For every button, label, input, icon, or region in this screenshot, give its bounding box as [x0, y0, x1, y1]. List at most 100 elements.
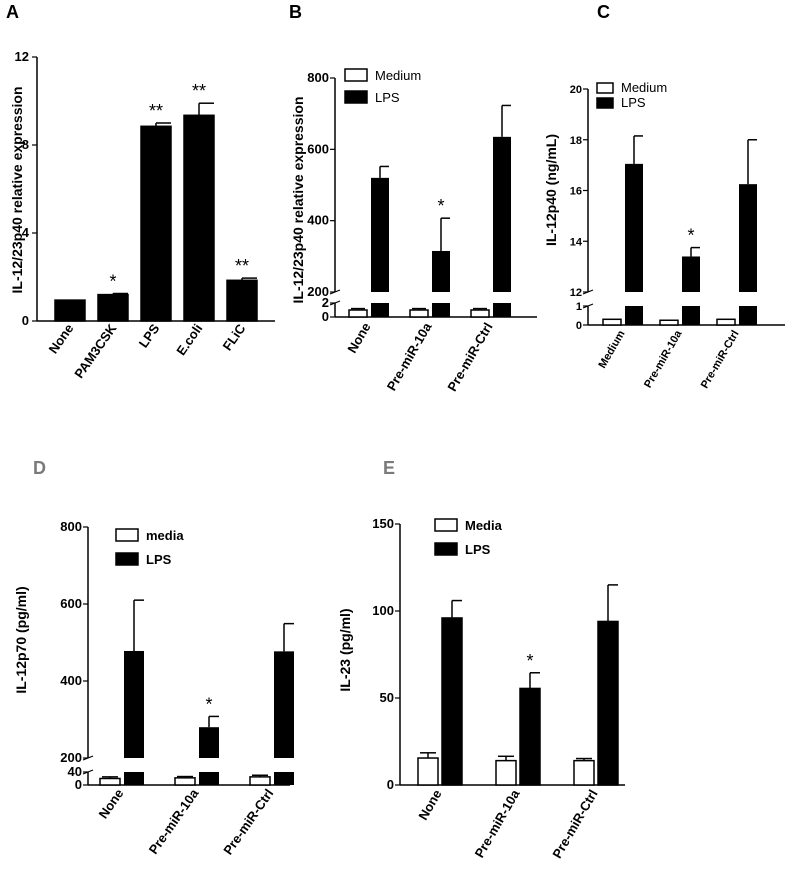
- y-tick-label: 12: [570, 287, 582, 299]
- y-tick-label: 200: [60, 750, 82, 765]
- y-tick-label: 400: [307, 213, 329, 228]
- bar: [97, 293, 129, 322]
- bar: [470, 309, 490, 318]
- x-tick-label: E.coli: [173, 321, 205, 358]
- y-axis-title: IL-12p40 (ng/mL): [543, 134, 559, 246]
- x-tick-label: Pre-miR-10a: [472, 786, 523, 860]
- y-tick-label: 40: [68, 764, 82, 779]
- bar: [124, 650, 144, 758]
- significance-marker: **: [149, 101, 163, 121]
- bar: [417, 757, 439, 786]
- x-tick-label: LPS: [136, 321, 163, 351]
- y-tick-label: 14: [570, 236, 583, 248]
- y-tick-label: 600: [60, 596, 82, 611]
- x-tick-label: Pre-miR-Ctrl: [444, 320, 495, 394]
- x-tick-label: FLiC: [220, 321, 249, 354]
- bar: [348, 309, 368, 318]
- y-tick-label: 800: [307, 70, 329, 85]
- x-tick-label: None: [415, 787, 444, 823]
- y-tick-label: 800: [60, 519, 82, 534]
- bar: [716, 318, 736, 326]
- bar: [659, 319, 679, 326]
- significance-marker: *: [109, 272, 116, 292]
- bar: [739, 306, 757, 325]
- legend-label: LPS: [621, 95, 646, 110]
- bar: [124, 772, 144, 785]
- legend-swatch: [115, 528, 139, 542]
- y-tick-label: 2: [322, 295, 329, 310]
- significance-marker: **: [192, 81, 206, 101]
- bar: [371, 303, 389, 317]
- bar: [199, 727, 219, 758]
- y-tick-label: 0: [387, 777, 394, 792]
- bar: [573, 759, 595, 786]
- bar: [140, 125, 172, 322]
- bar: [493, 303, 511, 317]
- y-axis-title: IL-12/23p40 relative expression: [9, 87, 25, 294]
- y-axis-title: IL-23 (pg/ml): [337, 608, 353, 691]
- bar: [249, 776, 271, 786]
- bar: [495, 759, 517, 786]
- y-tick-label: 8: [22, 137, 29, 152]
- bar: [441, 617, 463, 786]
- y-tick-label: 20: [570, 84, 582, 96]
- bar: [739, 184, 757, 292]
- panel-letter: D: [33, 458, 46, 478]
- bar: [409, 309, 429, 318]
- y-tick-label: 50: [380, 690, 394, 705]
- y-tick-label: 0: [75, 777, 82, 792]
- bar: [519, 687, 541, 786]
- legend-swatch: [434, 518, 458, 532]
- y-tick-label: 200: [307, 284, 329, 299]
- legend-label: LPS: [465, 542, 491, 557]
- legend-swatch: [344, 68, 368, 82]
- panel-c: C IL-12p40 (ng/mL) 0 1 12 14 16 18 20 Medium * Pre-…: [543, 2, 785, 391]
- x-tick-label: Pre-miR-10a: [642, 328, 685, 390]
- bar: [597, 620, 619, 786]
- y-axis-title: IL-12p70 (pg/ml): [13, 586, 29, 693]
- bar: [625, 163, 643, 292]
- y-tick-label: 100: [372, 603, 394, 618]
- bar: [493, 136, 511, 292]
- legend-label: media: [146, 528, 184, 543]
- bar: [199, 772, 219, 785]
- bar: [274, 651, 294, 758]
- legend-label: LPS: [146, 552, 172, 567]
- x-tick-label: Pre-miR-Ctrl: [220, 786, 276, 857]
- x-tick-label: Pre-miR-10a: [146, 785, 202, 856]
- bar: [625, 306, 643, 325]
- x-tick-label: Pre-miR-Ctrl: [549, 787, 600, 861]
- y-tick-label: 0: [22, 313, 29, 328]
- bar: [183, 114, 215, 322]
- x-tick-label: Pre-miR-10a: [384, 319, 435, 393]
- x-tick-label: None: [344, 320, 373, 356]
- bar: [602, 318, 622, 326]
- x-tick-label: Pre-miR-Ctrl: [699, 329, 742, 391]
- legend-swatch: [596, 82, 614, 94]
- bar: [99, 777, 121, 786]
- y-tick-label: 150: [372, 516, 394, 531]
- bar: [432, 303, 450, 317]
- bar: [226, 279, 258, 322]
- significance-marker: **: [235, 256, 249, 276]
- y-tick-label: 18: [570, 135, 582, 147]
- x-tick-label: None: [46, 321, 77, 356]
- x-tick-label: PAM3CSK: [71, 321, 120, 381]
- legend-swatch: [434, 542, 458, 556]
- legend-label: Media: [465, 518, 503, 533]
- significance-marker: *: [205, 694, 212, 714]
- panel-letter: A: [6, 2, 19, 22]
- bar: [682, 256, 700, 292]
- y-tick-label: 16: [570, 186, 582, 198]
- legend-swatch: [344, 90, 368, 104]
- x-tick-label: None: [96, 786, 127, 821]
- legend-label: Medium: [621, 80, 667, 95]
- panel-e: E IL-23 (pg/ml) 0 50 100 150 None * Pre-miR-10a P…: [337, 458, 625, 861]
- significance-marker: *: [526, 651, 533, 671]
- y-tick-label: 1: [576, 301, 582, 313]
- y-tick-label: 4: [22, 225, 30, 240]
- x-tick-label: Medium: [596, 328, 627, 370]
